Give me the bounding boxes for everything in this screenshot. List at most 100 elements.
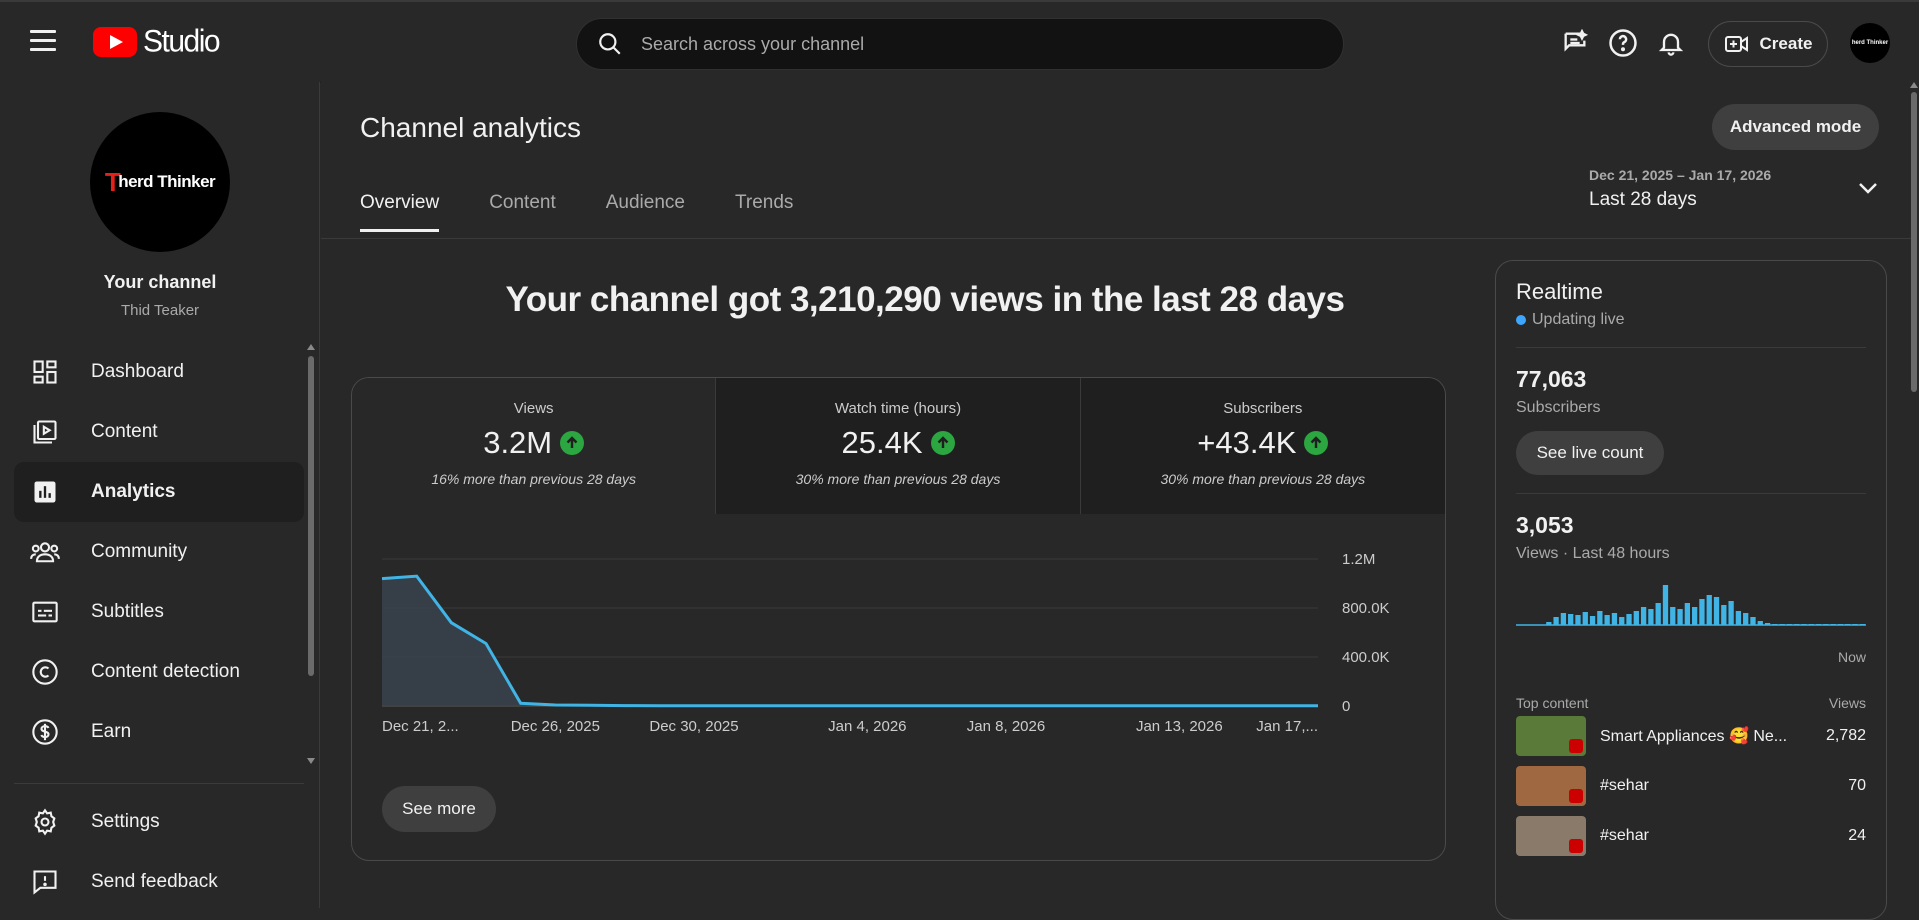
realtime-bar[interactable]	[1808, 624, 1814, 625]
metric-subscribers[interactable]: Subscribers +43.4K 30% more than previou…	[1080, 378, 1445, 514]
metric-watch-time[interactable]: Watch time (hours) 25.4K 30% more than p…	[716, 378, 1081, 514]
comments-icon[interactable]	[1556, 24, 1594, 62]
realtime-bar[interactable]	[1677, 609, 1683, 625]
realtime-bar[interactable]	[1655, 603, 1661, 625]
realtime-views-count: 3,053	[1516, 512, 1574, 538]
realtime-bar[interactable]	[1604, 615, 1610, 625]
realtime-bar[interactable]	[1546, 622, 1552, 625]
sidebar-item-label: Subtitles	[91, 601, 164, 622]
realtime-bar[interactable]	[1553, 617, 1559, 625]
realtime-views-label: Views · Last 48 hours	[1516, 545, 1670, 562]
realtime-bar[interactable]	[1560, 613, 1567, 625]
realtime-bar[interactable]	[1830, 624, 1836, 625]
main-scrollbar[interactable]	[1909, 82, 1919, 908]
studio-logo[interactable]: Studio	[93, 24, 221, 60]
realtime-bar[interactable]	[1626, 614, 1632, 625]
live-dot-icon	[1516, 315, 1526, 325]
notifications-bell-icon[interactable]	[1652, 24, 1690, 62]
dashboard-icon	[30, 357, 60, 387]
realtime-bar[interactable]	[1757, 621, 1763, 625]
realtime-bar[interactable]	[1662, 585, 1669, 625]
y-tick-label: 400.0K	[1342, 649, 1390, 666]
sidebar-item-settings[interactable]: Settings	[14, 792, 304, 852]
realtime-bar[interactable]	[1815, 624, 1822, 625]
realtime-bar[interactable]	[1823, 624, 1829, 625]
realtime-bar[interactable]	[1640, 607, 1647, 625]
realtime-bar[interactable]	[1692, 607, 1698, 625]
search-box[interactable]	[576, 18, 1344, 70]
realtime-bar[interactable]	[1750, 617, 1756, 625]
realtime-bar[interactable]	[1721, 605, 1727, 625]
sidebar-item-label: Send feedback	[91, 871, 218, 892]
realtime-bar[interactable]	[1728, 601, 1734, 625]
realtime-bar[interactable]	[1801, 624, 1807, 625]
realtime-bar[interactable]	[1837, 624, 1844, 625]
realtime-bar[interactable]	[1582, 612, 1588, 625]
sidebar-item-analytics[interactable]: Analytics	[14, 462, 304, 522]
help-icon[interactable]	[1604, 24, 1642, 62]
views-chart-svg: 1.2M 800.0K 400.0K 0 Dec 21, 2... Dec 26, 202…	[381, 551, 1390, 735]
advanced-mode-button[interactable]: Advanced mode	[1712, 104, 1879, 150]
realtime-bar[interactable]	[1648, 609, 1654, 625]
arrow-up-icon	[560, 431, 585, 455]
sidebar-item-content-detection[interactable]: Content detection	[14, 642, 304, 702]
tab-overview[interactable]: Overview	[360, 192, 440, 232]
realtime-bar[interactable]	[1633, 611, 1639, 625]
sidebar-item-earn[interactable]: Earn	[14, 702, 304, 762]
sidebar-scrollbar[interactable]	[307, 344, 315, 764]
views-series-line[interactable]	[381, 574, 1318, 708]
metric-value: +43.4K	[1197, 425, 1297, 460]
tab-trends[interactable]: Trends	[734, 192, 794, 213]
dollar-icon	[30, 717, 60, 747]
realtime-bar[interactable]	[1713, 597, 1720, 625]
realtime-bar[interactable]	[1684, 603, 1690, 625]
views-column-label: Views	[1828, 695, 1866, 711]
sidebar-item-content[interactable]: Content	[14, 402, 304, 462]
top-content-row[interactable]: Smart Appliances 🥰 Ne... 2,782	[1516, 711, 1866, 761]
shorts-icon	[1569, 789, 1583, 803]
realtime-bar[interactable]	[1845, 624, 1851, 625]
realtime-bar[interactable]	[1568, 614, 1574, 625]
date-range-text: Dec 21, 2025 – Jan 17, 2026	[1589, 167, 1772, 183]
realtime-bar[interactable]	[1852, 624, 1858, 625]
realtime-bar[interactable]	[1764, 623, 1771, 625]
menu-icon[interactable]	[30, 30, 56, 52]
see-live-count-button[interactable]: See live count	[1516, 431, 1664, 475]
create-button[interactable]: Create	[1708, 21, 1828, 67]
realtime-bar[interactable]	[1575, 615, 1581, 625]
top-content-row[interactable]: #sehar 24	[1516, 811, 1866, 861]
metric-views[interactable]: Views 3.2M 16% more than previous 28 day…	[352, 378, 717, 514]
x-tick-label: Jan 13, 2026	[1136, 718, 1223, 735]
realtime-bar[interactable]	[1859, 624, 1865, 625]
realtime-bar[interactable]	[1589, 616, 1596, 625]
realtime-bar[interactable]	[1786, 624, 1793, 625]
realtime-bar[interactable]	[1794, 624, 1800, 625]
sidebar-item-send-feedback[interactable]: Send feedback	[14, 852, 304, 912]
your-channel-label: Your channel	[103, 272, 217, 292]
sidebar-item-subtitles[interactable]: Subtitles	[14, 582, 304, 642]
realtime-bar[interactable]	[1699, 599, 1705, 625]
realtime-bar[interactable]	[1772, 624, 1778, 625]
video-title: #sehar	[1600, 827, 1649, 844]
top-content-row[interactable]: #sehar 70	[1516, 761, 1866, 811]
overview-card: Views 3.2M 16% more than previous 28 day…	[351, 377, 1446, 861]
account-avatar[interactable]: herd Thinker	[1850, 23, 1890, 63]
date-range-picker[interactable]: Dec 21, 2025 – Jan 17, 2026 Last 28 days	[1589, 167, 1889, 211]
realtime-bar[interactable]	[1597, 611, 1603, 625]
realtime-bar[interactable]	[1611, 613, 1618, 625]
realtime-bar[interactable]	[1735, 611, 1742, 625]
tab-audience[interactable]: Audience	[605, 192, 685, 213]
video-title: #sehar	[1600, 777, 1649, 794]
see-more-button[interactable]: See more	[382, 786, 496, 832]
realtime-bar[interactable]	[1743, 613, 1749, 625]
realtime-bar[interactable]	[1670, 607, 1676, 625]
realtime-bar[interactable]	[1619, 617, 1625, 625]
sidebar-item-dashboard[interactable]: Dashboard	[14, 342, 304, 402]
realtime-bar[interactable]	[1706, 595, 1712, 625]
sidebar-item-community[interactable]: Community	[14, 522, 304, 582]
search-input[interactable]	[641, 33, 1241, 55]
tab-content[interactable]: Content	[489, 192, 556, 213]
subscriber-count: 77,063	[1516, 366, 1587, 392]
realtime-bar[interactable]	[1779, 624, 1785, 625]
